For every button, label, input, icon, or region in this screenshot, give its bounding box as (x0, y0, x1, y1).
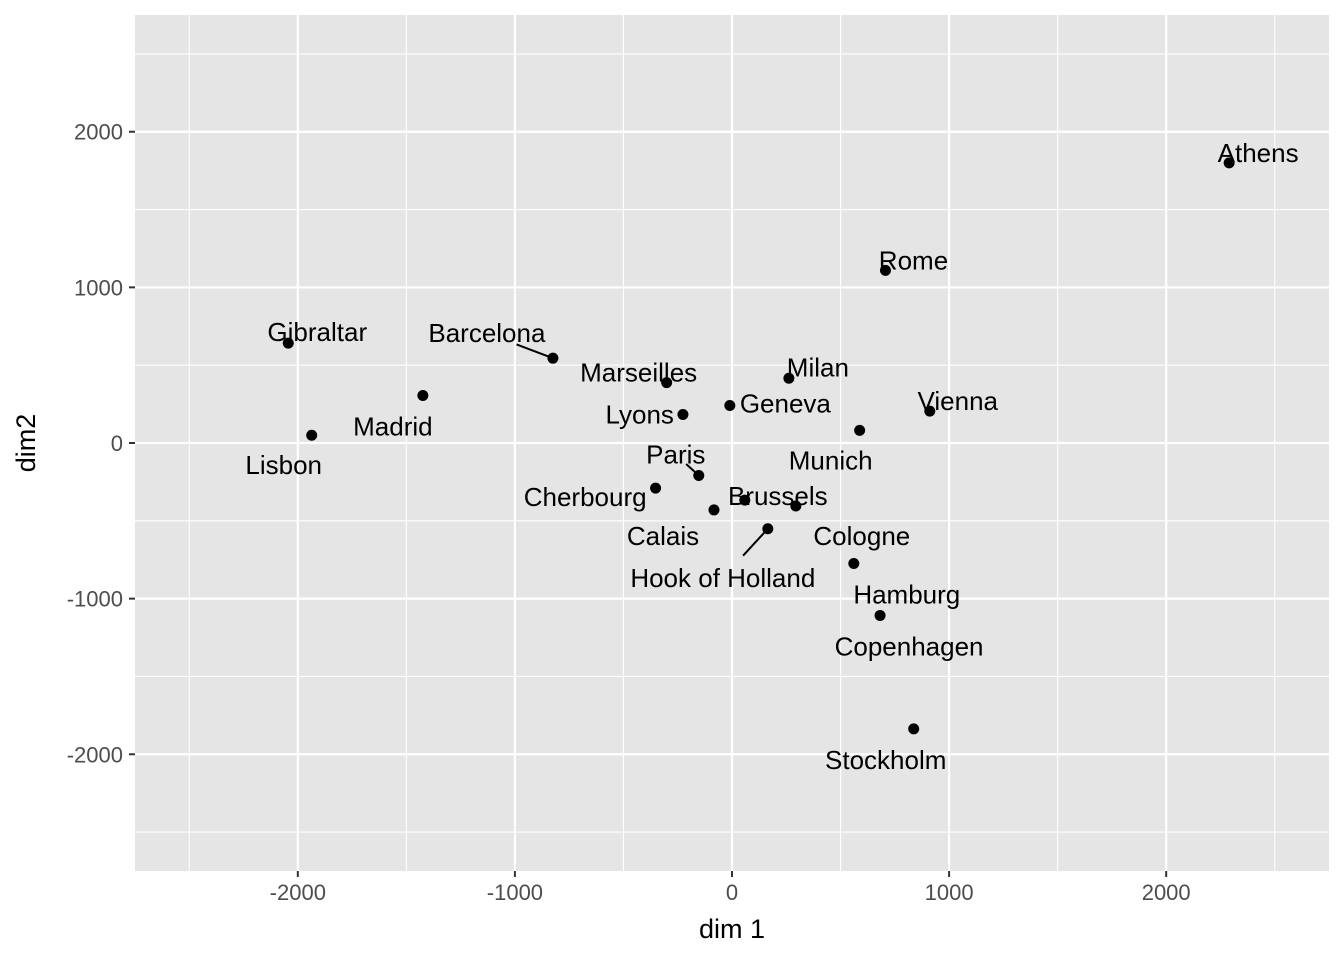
point-label-calais: Calais (627, 521, 699, 551)
data-point-rome (879, 264, 891, 276)
data-point-brussels (739, 494, 751, 506)
data-point-athens (1223, 157, 1235, 169)
data-point-cologne (790, 500, 802, 512)
point-label-barcelona: Barcelona (428, 318, 546, 348)
y-axis: -2000 -1000 0 1000 2000 (67, 120, 135, 767)
y-tick-label: -2000 (67, 742, 123, 767)
data-point-cherbourg (650, 482, 662, 494)
x-axis: -2000 -1000 0 1000 2000 (270, 871, 1191, 905)
y-tick-label: 2000 (74, 120, 123, 145)
data-point-gibraltar (282, 337, 294, 349)
data-point-vienna (924, 405, 936, 417)
point-label-lyons: Lyons (606, 400, 674, 430)
data-point-milan (783, 372, 795, 384)
data-points (282, 157, 1235, 735)
point-label-hamburg: Hamburg (853, 579, 960, 609)
data-point-munich (854, 424, 866, 436)
x-tick-label: 2000 (1142, 880, 1191, 905)
data-point-geneva (724, 399, 736, 411)
point-label-cologne: Cologne (813, 521, 910, 551)
data-point-hook-of-holland (762, 523, 774, 535)
data-point-marseilles (661, 377, 673, 389)
point-labels: Athens Barcelona Brussels Calais Cherbourg Co… (245, 138, 1298, 775)
y-tick-label: 1000 (74, 275, 123, 300)
x-tick-label: 0 (726, 880, 738, 905)
point-label-stockholm: Stockholm (825, 745, 946, 775)
data-point-copenhagen (874, 609, 886, 621)
data-point-paris (693, 470, 705, 482)
point-label-gibraltar: Gibraltar (267, 317, 367, 347)
data-point-barcelona (547, 352, 559, 364)
y-tick-label: -1000 (67, 587, 123, 612)
point-label-lisbon: Lisbon (245, 450, 322, 480)
grid-major (135, 15, 1329, 871)
point-label-hook-of-holland: Hook of Holland (630, 563, 815, 593)
y-axis-title: dim2 (11, 414, 41, 473)
y-tick-label: 0 (111, 431, 123, 456)
point-label-copenhagen: Copenhagen (835, 631, 984, 661)
point-label-athens: Athens (1218, 138, 1299, 168)
point-label-paris: Paris (646, 440, 705, 470)
data-point-calais (708, 504, 720, 516)
point-label-madrid: Madrid (353, 412, 432, 442)
point-label-vienna: Vienna (918, 386, 999, 416)
data-point-hamburg (848, 557, 860, 569)
data-point-madrid (417, 390, 429, 402)
data-point-lyons (677, 409, 689, 421)
data-point-stockholm (908, 723, 920, 735)
point-label-brussels: Brussels (728, 481, 828, 511)
x-tick-label: 1000 (925, 880, 974, 905)
x-tick-label: -1000 (487, 880, 543, 905)
point-label-cherbourg: Cherbourg (524, 482, 647, 512)
point-label-munich: Munich (789, 445, 873, 475)
point-label-milan: Milan (787, 352, 849, 382)
x-axis-title: dim 1 (699, 914, 765, 944)
point-label-marseilles: Marseilles (580, 358, 697, 388)
leader-line-hook-of-holland (742, 528, 769, 557)
x-tick-label: -2000 (270, 880, 326, 905)
data-point-lisbon (306, 429, 318, 441)
point-label-rome: Rome (879, 245, 948, 275)
leader-line-barcelona (516, 343, 554, 360)
point-label-geneva: Geneva (740, 388, 832, 418)
